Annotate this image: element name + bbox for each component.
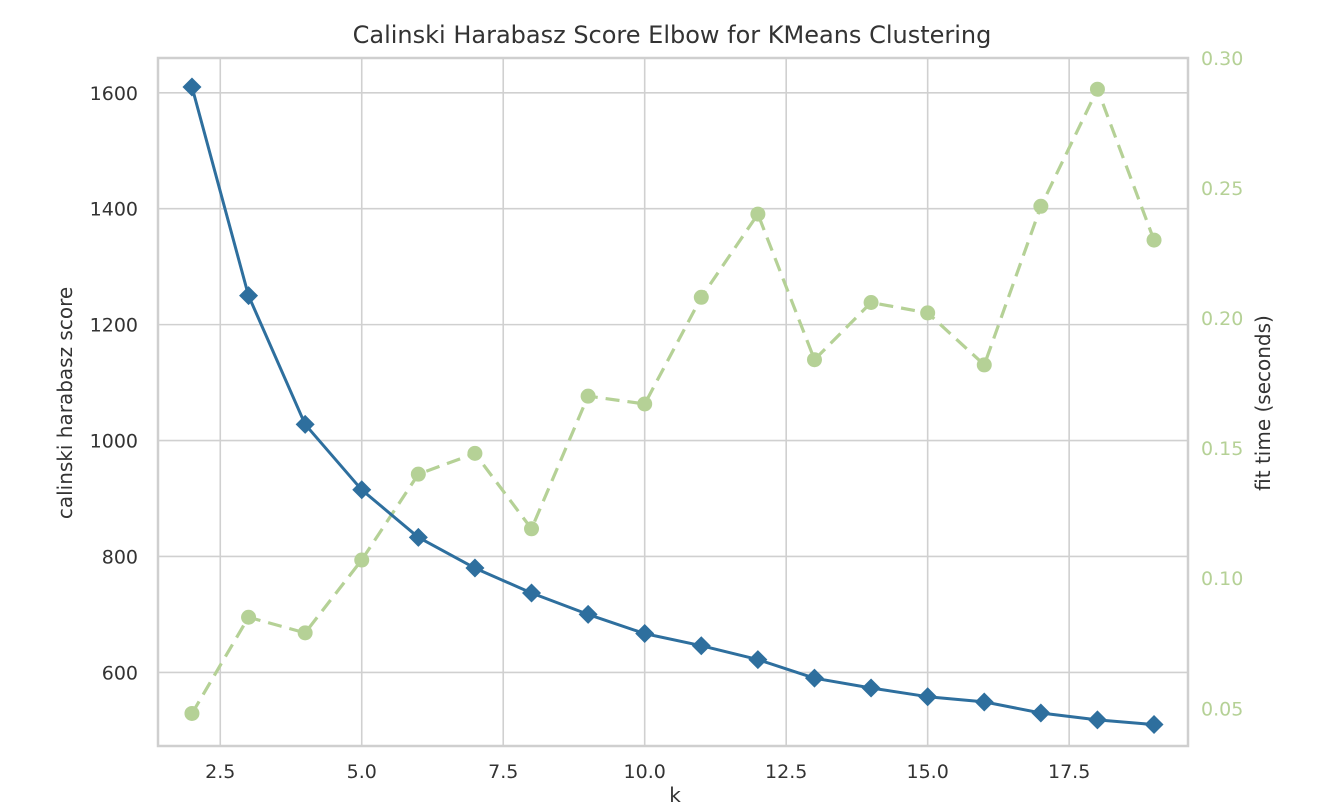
fit-time-point (580, 388, 596, 404)
y2-tick-label: 0.30 (1201, 48, 1243, 70)
score-point (1087, 710, 1107, 730)
score-point (239, 286, 259, 306)
score-point (748, 650, 768, 670)
fit-time-point (693, 289, 709, 305)
score-point (861, 678, 881, 698)
score-point (578, 604, 598, 624)
x-tick-label: 7.5 (488, 761, 518, 783)
fit-time-point (524, 521, 540, 537)
score-line (190, 86, 1155, 727)
y-axis-ticks: 600 800 1000 1200 1400 1600 (90, 83, 138, 685)
y-axis-label: calinski harabasz score (53, 287, 77, 519)
x-tick-label: 5.0 (347, 761, 377, 783)
x-axis-label: k (669, 783, 681, 802)
series-layer (182, 77, 1164, 735)
y-tick-label: 800 (102, 546, 138, 568)
score-point (408, 527, 428, 547)
score-point (465, 558, 485, 578)
score-point (691, 636, 711, 656)
chart-title: Calinski Harabasz Score Elbow for KMeans… (353, 21, 992, 49)
y-tick-label: 1400 (90, 199, 138, 221)
score-point (635, 624, 655, 644)
x-tick-label: 12.5 (765, 761, 807, 783)
fit-time-point (1033, 198, 1049, 214)
fit-time-point (750, 206, 766, 222)
fit-time-point (184, 705, 200, 721)
x-axis-ticks: 2.5 5.0 7.5 10.0 12.5 15.0 17.5 (205, 761, 1090, 783)
fit-time-point (806, 352, 822, 368)
fit-time-point (241, 609, 257, 625)
y2-axis-label: fit time (seconds) (1251, 315, 1275, 491)
fit-time-point (920, 305, 936, 321)
x-tick-label: 15.0 (907, 761, 949, 783)
score-point (182, 77, 202, 97)
y-tick-label: 600 (102, 662, 138, 684)
fit-time-point (1146, 232, 1162, 248)
fit-time-point (1089, 81, 1105, 97)
y2-tick-label: 0.10 (1201, 568, 1243, 590)
fit-time-point (297, 625, 313, 641)
score-point (974, 692, 994, 712)
score-point (804, 668, 824, 688)
x-tick-label: 10.0 (624, 761, 666, 783)
y2-tick-label: 0.25 (1201, 178, 1243, 200)
score-point (352, 480, 372, 500)
grid (158, 58, 1188, 746)
y-tick-label: 1600 (90, 83, 138, 105)
x-tick-label: 2.5 (205, 761, 235, 783)
fit-time-point (863, 295, 879, 311)
y2-tick-label: 0.05 (1201, 698, 1243, 720)
score-point (918, 687, 938, 707)
plot-frame (156, 56, 1190, 748)
y2-axis-ticks: 0.05 0.10 0.15 0.20 0.25 0.30 (1201, 48, 1243, 720)
fit-time-point (637, 396, 653, 412)
y-tick-label: 1000 (90, 431, 138, 453)
fit-time-point (467, 445, 483, 461)
y-tick-label: 1200 (90, 315, 138, 337)
score-point (295, 414, 315, 434)
score-point (1144, 715, 1164, 735)
fit-time-point (976, 357, 992, 373)
x-tick-label: 17.5 (1048, 761, 1090, 783)
score-point (1031, 703, 1051, 723)
fit-time-line (190, 87, 1156, 715)
fit-time-point (410, 466, 426, 482)
y2-tick-label: 0.20 (1201, 308, 1243, 330)
y2-tick-label: 0.15 (1201, 438, 1243, 460)
fit-time-point (354, 552, 370, 568)
score-point (522, 583, 542, 603)
